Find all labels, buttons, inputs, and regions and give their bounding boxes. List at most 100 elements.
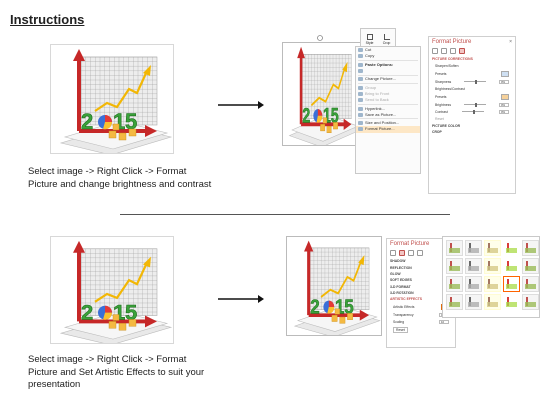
artistic-effects-gallery <box>442 236 540 318</box>
section-picture-color[interactable]: PICTURE COLOR <box>432 123 461 128</box>
pane-section[interactable]: 3-D FORMAT <box>390 284 411 289</box>
picture-tab-icon[interactable] <box>417 250 423 256</box>
thumbnail-text <box>487 284 498 289</box>
chart-picture-original[interactable]: 2 1 5 <box>50 44 174 154</box>
artistic-effect-thumbnail[interactable] <box>484 258 501 274</box>
context-menu-item[interactable]: Format Picture... <box>356 126 420 133</box>
menu-separator <box>358 60 418 62</box>
thumbnail-text <box>468 248 479 253</box>
sharpness-slider[interactable] <box>464 79 487 84</box>
contrast-input[interactable]: 0% <box>498 109 509 114</box>
style-button[interactable]: Style <box>365 34 374 45</box>
fill-line-tab-icon[interactable] <box>390 250 396 256</box>
chart-picture-original-2[interactable]: 2 1 5 <box>50 236 174 344</box>
caption-line: Picture and Set Artistic Effects to suit… <box>28 366 205 378</box>
sharpness-input[interactable]: 0% <box>499 79 509 84</box>
paste-picture-icon <box>358 69 363 74</box>
save-picture-icon <box>358 112 363 117</box>
section-artistic-effects[interactable]: ARTISTIC EFFECTS <box>390 297 423 302</box>
group-icon <box>358 85 363 90</box>
context-menu-item[interactable]: Paste Options: <box>356 62 420 68</box>
picture-tab-icon[interactable] <box>459 48 465 54</box>
pane-section[interactable]: REFLECTION <box>390 265 412 270</box>
context-menu-item[interactable] <box>356 68 420 74</box>
rotate-handle-icon[interactable] <box>316 34 324 42</box>
presets-dropdown[interactable] <box>501 93 509 100</box>
artistic-effect-thumbnail[interactable] <box>446 294 463 310</box>
context-menu-item[interactable]: Bring to Front <box>356 91 420 97</box>
crop-button[interactable]: Crop <box>383 34 390 45</box>
artistic-effect-thumbnail[interactable] <box>522 240 539 256</box>
artistic-effect-thumbnail[interactable] <box>484 276 501 292</box>
context-menu-item[interactable]: Hyperlink... <box>356 105 420 111</box>
thumbnail-arrow <box>526 297 528 306</box>
size-tab-icon[interactable] <box>450 48 456 54</box>
artwork-shape <box>118 323 127 331</box>
thumbnail-text <box>506 266 517 271</box>
artistic-effect-thumbnail[interactable] <box>446 258 463 274</box>
artistic-effect-thumbnail[interactable] <box>446 276 463 292</box>
context-menu-item[interactable]: Save as Picture... <box>356 112 420 118</box>
artwork-shape <box>331 315 338 322</box>
context-menu-item[interactable]: Size and Position... <box>356 120 420 126</box>
effects-tab-icon[interactable] <box>399 250 405 256</box>
chart-picture-selected-2[interactable]: 2 1 5 <box>286 236 382 336</box>
artistic-effect-thumbnail[interactable] <box>484 240 501 256</box>
thumbnail-text <box>525 248 536 253</box>
reset-button[interactable]: Reset <box>435 116 444 121</box>
artwork-shape <box>73 49 85 61</box>
fill-line-tab-icon[interactable] <box>432 48 438 54</box>
thumbnail-arrow <box>507 297 509 306</box>
pane-section[interactable]: 3-D ROTATION <box>390 291 414 296</box>
thumbnail-text <box>506 248 517 253</box>
section-picture-corrections[interactable]: PICTURE CORRECTIONS <box>432 57 473 62</box>
chart-picture-selected[interactable]: 2 1 5 <box>282 42 362 146</box>
presets-dropdown[interactable] <box>501 70 509 77</box>
right-arrow-icon <box>218 295 264 303</box>
context-menu-item[interactable]: Group <box>356 84 420 90</box>
context-menu-label: Copy <box>365 53 375 59</box>
artistic-effect-thumbnail[interactable] <box>522 276 539 292</box>
brightness-input[interactable]: 0% <box>499 102 509 107</box>
size-tab-icon[interactable] <box>408 250 414 256</box>
artistic-effect-thumbnail[interactable] <box>465 258 482 274</box>
artistic-effect-thumbnail[interactable] <box>503 294 520 310</box>
artistic-effect-thumbnail[interactable] <box>446 240 463 256</box>
scaling-row: Scaling 10 <box>387 319 455 326</box>
context-menu-item[interactable]: Copy <box>356 53 420 59</box>
artistic-effect-thumbnail[interactable] <box>503 240 520 256</box>
thumbnail-text <box>506 284 517 289</box>
artwork-shape <box>310 67 346 107</box>
context-menu-item[interactable]: Cut <box>356 47 420 53</box>
context-menu-label: Bring to Front <box>365 90 390 96</box>
artistic-effect-thumbnail[interactable] <box>484 294 501 310</box>
artistic-effect-thumbnail[interactable] <box>522 294 539 310</box>
artistic-effect-thumbnail[interactable] <box>522 258 539 274</box>
artistic-effect-thumbnail[interactable] <box>465 276 482 292</box>
context-menu-item[interactable]: Send to Back <box>356 97 420 103</box>
thumbnail-arrow <box>507 261 509 270</box>
context-menu-item[interactable]: Change Picture... <box>356 76 420 82</box>
reset-button[interactable]: Reset <box>393 327 408 334</box>
thumbnail-text <box>487 302 498 307</box>
scaling-input[interactable]: 10 <box>439 320 449 325</box>
artistic-effect-thumbnail[interactable] <box>503 276 520 292</box>
style-label: Style <box>365 41 374 45</box>
label: Presets <box>435 94 447 99</box>
pane-section[interactable]: GLOW <box>390 271 401 276</box>
artistic-effect-thumbnail[interactable] <box>465 294 482 310</box>
contrast-row: Contrast 0% <box>429 108 515 115</box>
caption-line: Select image -> Right Click -> Format <box>28 354 187 365</box>
thumbnail-text <box>468 284 479 289</box>
artistic-effect-thumbnail[interactable] <box>465 240 482 256</box>
effects-tab-icon[interactable] <box>441 48 447 54</box>
thumbnail-text <box>468 266 479 271</box>
artistic-effect-thumbnail[interactable] <box>503 258 520 274</box>
brightness-slider[interactable] <box>464 102 487 107</box>
section-crop[interactable]: CROP <box>432 129 442 134</box>
contrast-slider[interactable] <box>462 109 485 114</box>
close-icon[interactable]: × <box>509 39 512 45</box>
pane-section[interactable]: SHADOW <box>390 259 406 264</box>
pane-section[interactable]: SOFT EDGES <box>390 278 412 283</box>
thumbnail-arrow <box>507 279 509 288</box>
